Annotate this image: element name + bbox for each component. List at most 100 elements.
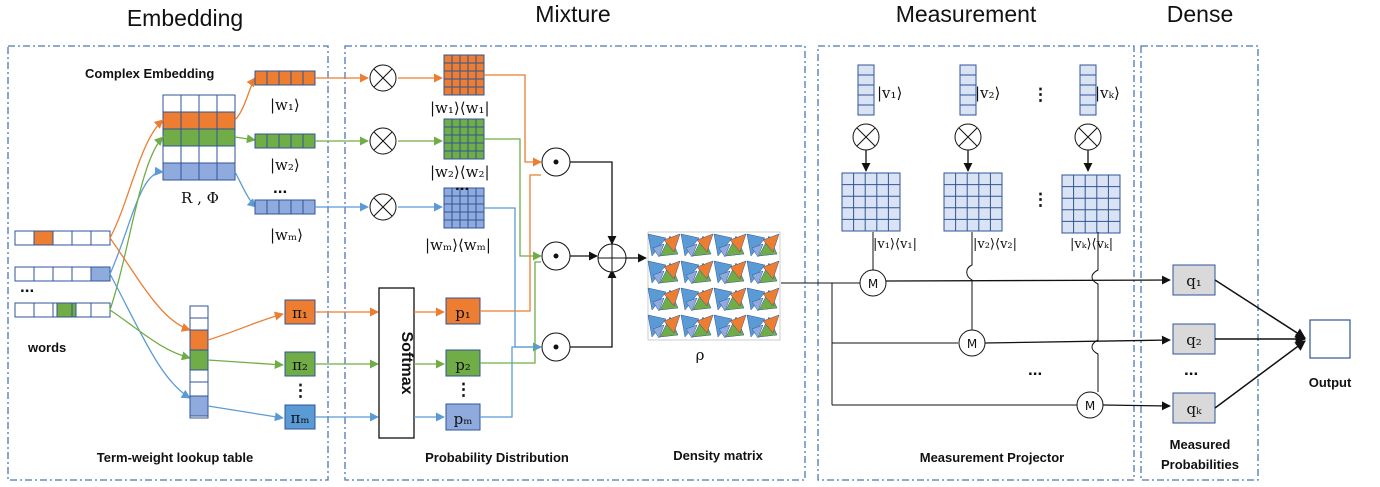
pi1-box [284, 299, 316, 325]
label-v1v1: |v₁⟩⟨v₁| [873, 237, 917, 252]
projector-matrix [1061, 174, 1121, 234]
label-v1: |v₁⟩ [877, 84, 902, 102]
meas-tensor-1 [852, 123, 880, 151]
section-title-measurement: Measurement [896, 1, 1037, 27]
measurement-vector [857, 64, 875, 116]
word-vector-1 [14, 230, 111, 246]
density-tile [647, 260, 681, 285]
density-tile [647, 314, 681, 339]
density-tile [680, 233, 714, 258]
table-to-pi-arrows [207, 311, 284, 422]
p2-box [445, 349, 481, 377]
dot-to-sum-arrows [570, 161, 617, 348]
pi2-label: π₂ [292, 356, 308, 374]
rho-label: ρ [696, 346, 705, 364]
label-w2: |w₂⟩ [270, 156, 300, 174]
sum-op [597, 243, 627, 273]
word-to-embedding-arrows [109, 119, 191, 399]
label-wmwm: |wₘ⟩⟨wₘ| [425, 236, 491, 254]
projector-vdots: ⋮ [1032, 190, 1049, 209]
label-v2v2: |v₂⟩⟨v₂| [973, 237, 1017, 252]
label-wm: |wₘ⟩ [270, 226, 303, 244]
label-v2: |v₂⟩ [975, 84, 1000, 102]
meas-vector-arrows [861, 150, 1093, 172]
tensor-op-1 [369, 64, 397, 92]
matrix-to-vectors-arrows [234, 77, 257, 208]
meas-vec-vdots: ⋮ [1032, 85, 1049, 104]
measurement-wiring [781, 232, 1099, 406]
density-tile [680, 260, 714, 285]
pi-vdots: ⋮ [292, 381, 309, 400]
density-matrix-label: Density matrix [673, 448, 763, 463]
density-tile [713, 287, 747, 312]
vectors-ellipsis: ... [273, 178, 287, 197]
density-matrix [647, 231, 781, 341]
p2-label: p₂ [455, 356, 471, 374]
measure-to-prob-arrows [885, 275, 1171, 411]
p1-label: p₁ [455, 304, 471, 322]
measurement-vector [1079, 64, 1097, 116]
density-tile [647, 287, 681, 312]
measured-label: Measured [1170, 437, 1231, 452]
measure-op-3-label: M [1085, 399, 1095, 413]
softmax-box [378, 287, 415, 439]
p-to-dot-arrows [480, 174, 541, 418]
measure-op-1 [859, 269, 887, 297]
output-box [1309, 319, 1351, 359]
density-tile [680, 314, 714, 339]
vector-w2 [254, 133, 316, 149]
dot-op-2 [541, 241, 571, 271]
p-vdots: ⋮ [455, 380, 472, 399]
qk-box [1172, 392, 1216, 424]
q2-label: q₂ [1186, 331, 1202, 349]
measure-ellipsis: ... [1028, 360, 1042, 379]
pim-label: πₘ [290, 409, 309, 427]
pm-label: pₘ [454, 410, 473, 428]
meas-tensor-3 [1074, 123, 1102, 151]
density-tile [713, 314, 747, 339]
tensor-op-3 [369, 193, 397, 221]
qk-label: qₖ [1186, 400, 1202, 418]
pim-box [284, 404, 316, 430]
pi1-label: π₁ [292, 304, 308, 322]
words-ellipsis: ... [20, 277, 34, 296]
measure-op-1-label: M [868, 277, 878, 291]
matrix-w1w1 [443, 54, 485, 96]
pi-to-softmax-arrows [315, 307, 379, 422]
tensor-op-2 [369, 127, 397, 155]
vector-w1 [254, 70, 316, 86]
section-title-mixture: Mixture [535, 1, 610, 27]
softmax-label: Softmax [398, 331, 415, 394]
embedding-matrix [162, 94, 236, 181]
vector-wm [254, 199, 316, 215]
dot-op-3 [541, 332, 571, 362]
pi2-box [284, 351, 316, 377]
p1-box [445, 297, 481, 325]
complex-embedding-label: Complex Embedding [85, 66, 214, 81]
density-tile [680, 287, 714, 312]
words-label: words [27, 340, 66, 355]
q-ellipsis: ... [1184, 360, 1198, 379]
measure-op-2-label: M [967, 337, 977, 351]
density-tile [746, 260, 780, 285]
density-tile [746, 287, 780, 312]
section-title-dense: Dense [1167, 1, 1233, 27]
label-w1w1: |w₁⟩⟨w₁| [430, 99, 490, 117]
matrices-ellipsis: ... [455, 175, 469, 194]
matrix-to-dot-arrows [484, 74, 542, 352]
meas-tensor-2 [954, 123, 982, 151]
density-tile [647, 233, 681, 258]
vector-to-tensor-arrows [315, 73, 443, 212]
density-tile [746, 314, 780, 339]
matrix-wmwm [443, 187, 485, 229]
measurement-projector-label: Measurement Projector [920, 450, 1065, 465]
measurement-vector [959, 64, 977, 116]
q1-label: q₁ [1186, 272, 1202, 290]
probabilities-label: Probabilities [1161, 457, 1239, 472]
density-tile [713, 260, 747, 285]
word-vector-3 [14, 302, 111, 318]
term-weight-table [189, 305, 209, 419]
label-vkvk: |vₖ⟩⟨vₖ| [1070, 237, 1113, 252]
probability-distribution-label: Probability Distribution [425, 450, 569, 465]
